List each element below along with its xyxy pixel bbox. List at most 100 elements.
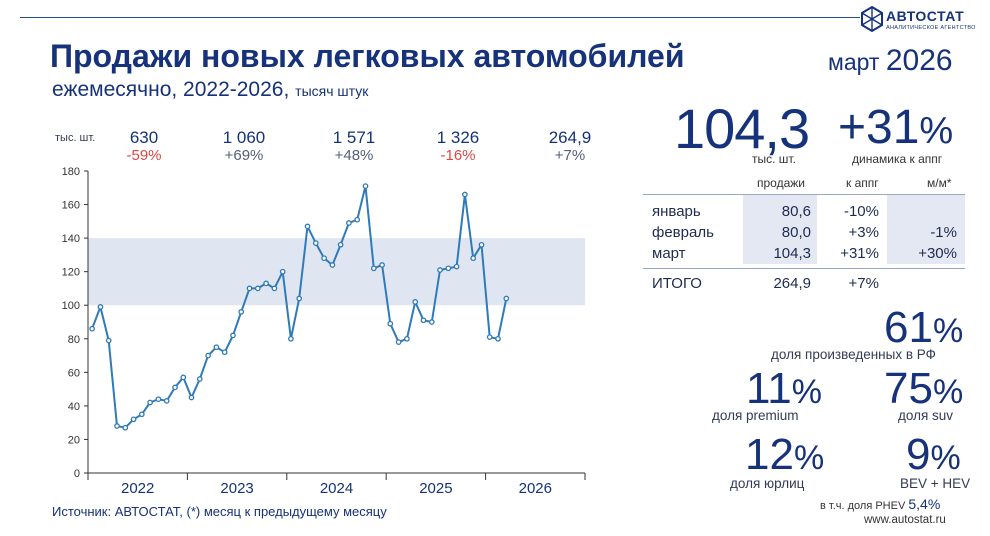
subtitle-text: ежемесячно, 2022-2026, bbox=[52, 78, 290, 101]
phev-note: в т.ч. доля PHEV 5,4% bbox=[820, 496, 940, 512]
headline-growth-pct: % bbox=[919, 110, 954, 152]
chart-data-point bbox=[296, 295, 303, 302]
chart-data-point bbox=[279, 268, 286, 275]
chart-data-point bbox=[114, 423, 120, 429]
chart-data-point bbox=[122, 424, 129, 431]
chart-data-point bbox=[147, 399, 153, 406]
chart-data-point bbox=[97, 304, 104, 310]
year-change: -16% bbox=[440, 147, 476, 164]
chart-data-point bbox=[196, 376, 203, 382]
stat-legal-value: 12 bbox=[745, 430, 794, 479]
stat-local-label: доля произведенных в РФ bbox=[771, 347, 936, 362]
chart-y-tick-label: 160 bbox=[62, 200, 80, 212]
chart-data-point bbox=[238, 309, 245, 315]
headline-growth-label: динамика к аппг bbox=[852, 152, 943, 166]
source-note: Источник: АВТОСТАТ, (*) месяц к предыдущ… bbox=[52, 504, 387, 519]
year-total: 1 571 bbox=[332, 128, 376, 147]
brand-name: АВТОСТАТ bbox=[886, 8, 965, 24]
chart-data-point bbox=[379, 262, 385, 268]
table-row-sales: 104,3 bbox=[773, 245, 811, 262]
chart-data-point bbox=[172, 384, 178, 391]
chart-data-point bbox=[271, 285, 278, 292]
chart-data-point bbox=[362, 183, 369, 189]
stat-suv-pct: % bbox=[932, 373, 964, 411]
table-row-sales: 80,6 bbox=[781, 203, 811, 220]
year-total: 630 bbox=[129, 128, 159, 147]
year-total: 1 326 bbox=[436, 128, 480, 147]
chart-data-point bbox=[188, 394, 195, 401]
yearly-unit-label: тыс. шт. bbox=[55, 132, 96, 144]
page-subtitle: ежемесячно, 2022-2026, тысяч штук bbox=[52, 78, 368, 102]
stat-ev-share: 9% bbox=[906, 430, 961, 480]
chart-data-point bbox=[205, 352, 211, 359]
chart-data-point bbox=[437, 267, 443, 273]
chart-y-tick-label: 180 bbox=[62, 166, 80, 178]
chart-y-tick-label: 60 bbox=[68, 367, 80, 379]
chart-data-point bbox=[404, 335, 410, 342]
headline-sales-value: 104,3 bbox=[674, 97, 810, 160]
chart-data-point bbox=[412, 299, 419, 305]
chart-x-year-label: 2026 bbox=[519, 480, 552, 497]
table-divider bbox=[643, 268, 965, 269]
chart-data-point bbox=[428, 319, 435, 325]
chart-data-point bbox=[420, 317, 427, 324]
autostat-logo-icon bbox=[861, 5, 883, 33]
table-row-sales: 80,0 bbox=[781, 224, 811, 241]
chart-data-point bbox=[312, 240, 319, 246]
headline-growth: +31% bbox=[838, 100, 953, 155]
chart-data-point bbox=[354, 216, 361, 223]
chart-data-point bbox=[221, 349, 228, 356]
year-change: -59% bbox=[126, 147, 162, 164]
year-total: 264,9 bbox=[548, 128, 592, 147]
year-total: 1 060 bbox=[222, 128, 266, 147]
chart-data-point bbox=[263, 280, 269, 287]
chart-data-point bbox=[321, 255, 327, 262]
table-header-sales: продажи bbox=[757, 176, 805, 190]
headline-growth-value: +31 bbox=[838, 101, 920, 154]
chart-data-point bbox=[329, 262, 336, 268]
table-row-yoy: -10% bbox=[843, 203, 879, 220]
chart-y-tick-label: 20 bbox=[68, 434, 80, 446]
table-row-month: март bbox=[652, 245, 686, 262]
year-change: +48% bbox=[334, 147, 374, 164]
chart-y-tick-label: 140 bbox=[62, 233, 80, 245]
sales-line-chart: 0 20 40 60 80 100 120 140 160 180 2022 2023 2024 2025… bbox=[62, 166, 586, 497]
chart-y-tick-label: 120 bbox=[62, 267, 80, 279]
stat-ev-pct: % bbox=[930, 439, 961, 477]
chart-data-point bbox=[105, 337, 112, 344]
period-year: 2026 bbox=[885, 44, 953, 77]
chart-y-tick-label: 0 bbox=[74, 468, 80, 480]
chart-data-point bbox=[254, 285, 261, 292]
website-link[interactable]: www.autostat.ru bbox=[864, 514, 946, 526]
chart-data-point bbox=[503, 295, 510, 302]
chart-y-tick-label: 100 bbox=[62, 300, 80, 312]
page-title: Продажи новых легковых автомобилей bbox=[50, 38, 685, 74]
subtitle-unit: тысяч штук bbox=[295, 83, 369, 99]
chart-data-point bbox=[230, 332, 236, 339]
report-period: март 2026 bbox=[828, 44, 953, 78]
chart-data-point bbox=[180, 374, 187, 381]
period-month: март bbox=[828, 49, 880, 75]
chart-y-tick-label: 40 bbox=[68, 401, 80, 413]
sales-column-shade bbox=[743, 194, 817, 264]
chart-data-point bbox=[337, 241, 344, 248]
stat-ev-value: 9 bbox=[906, 430, 931, 479]
chart-data-point bbox=[130, 416, 137, 423]
chart-data-point bbox=[138, 411, 145, 418]
chart-data-point bbox=[453, 263, 460, 270]
phev-label: в т.ч. доля PHEV bbox=[820, 500, 906, 512]
stat-suv-label: доля suv bbox=[898, 408, 954, 423]
chart-x-year-label: 2024 bbox=[320, 480, 353, 497]
chart-data-point bbox=[288, 335, 294, 342]
chart-y-tick-label: 80 bbox=[68, 334, 80, 346]
phev-value: 5,4% bbox=[908, 496, 941, 512]
chart-data-point bbox=[387, 320, 394, 327]
stat-ev-label: BEV + HEV bbox=[900, 476, 971, 491]
chart-data-point bbox=[470, 255, 477, 262]
chart-data-point bbox=[346, 220, 352, 226]
stat-local-value: 61 bbox=[884, 303, 933, 352]
stat-legal-share: 12% bbox=[745, 430, 824, 480]
chart-data-point bbox=[478, 241, 485, 248]
table-total-label: ИТОГО bbox=[652, 275, 702, 292]
chart-x-year-label: 2025 bbox=[419, 480, 452, 497]
